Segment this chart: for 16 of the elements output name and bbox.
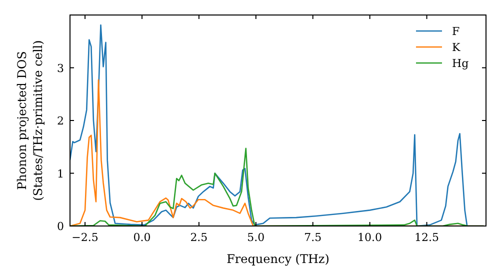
x-tick-label: 10.0: [358, 231, 382, 244]
y-tick-label: 0: [57, 220, 64, 233]
y-axis-title: Phonon projected DOS (States/THz·primitive cell): [15, 40, 45, 201]
x-tick-label: 7.5: [304, 231, 322, 244]
legend-label: K: [452, 41, 461, 54]
x-tick-label: 12.5: [414, 231, 440, 244]
legend-label: Hg: [452, 57, 469, 70]
x-axis-title: Frequency (THz): [226, 252, 330, 266]
y-tick-label: 1: [57, 167, 64, 180]
x-tick-label: 0.0: [133, 231, 151, 244]
x-tick-label: −2.5: [72, 231, 98, 244]
x-tick-label: 5.0: [247, 231, 265, 244]
y-tick-label: 2: [57, 114, 64, 128]
legend-label: F: [452, 25, 460, 38]
x-tick-label: 2.5: [190, 231, 208, 244]
y-tick-label: 3: [57, 62, 64, 75]
